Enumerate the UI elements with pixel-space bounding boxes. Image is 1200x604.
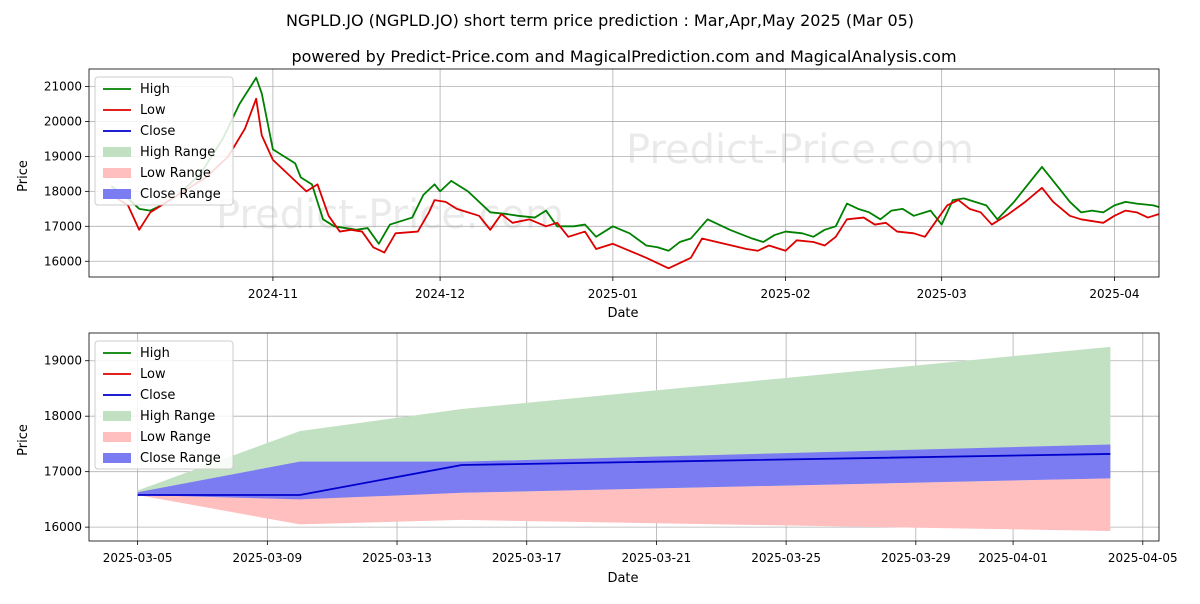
top-y-tick-label: 21000 — [44, 79, 82, 93]
top-axes-frame — [88, 68, 1160, 278]
top-x-tick-label: 2025-02 — [761, 287, 811, 301]
bottom-y-axis-label: Price — [16, 424, 31, 456]
bottom-axes-frame — [88, 332, 1160, 542]
top-watermark: Predict-Price.com — [216, 192, 564, 238]
legend-high-range-swatch — [103, 147, 131, 157]
top-y-tick-label: 19000 — [44, 149, 82, 163]
legend-close-label: Close — [140, 388, 175, 403]
bottom-x-tick-label: 2025-03-09 — [232, 551, 302, 565]
bottom-y-tick-label: 19000 — [44, 354, 82, 368]
legend-close-range-swatch — [103, 453, 131, 463]
bottom-y-tick-label: 16000 — [44, 520, 82, 534]
top-x-tick-label: 2024-12 — [415, 287, 465, 301]
upper-panel: Predict-Price.com Predict-Price.com 16000 1… — [44, 68, 1160, 301]
bottom-y-tick-label: 17000 — [44, 465, 82, 479]
bottom-x-tick-label: 2025-03-13 — [362, 551, 432, 565]
bottom-y-tick-label: 18000 — [44, 409, 82, 423]
legend-low-range-label: Low Range — [140, 166, 211, 181]
bottom-x-tick-label: 2025-03-05 — [103, 551, 173, 565]
legend-high-range-swatch — [103, 411, 131, 421]
bottom-x-tick-label: 2025-03-21 — [622, 551, 692, 565]
legend-high-label: High — [140, 346, 170, 361]
legend-low-range-label: Low Range — [140, 430, 211, 445]
bottom-x-tick-label: 2025-03-29 — [881, 551, 951, 565]
legend-low-label: Low — [140, 367, 166, 382]
legend-high-label: High — [140, 82, 170, 97]
top-y-tick-label: 18000 — [44, 184, 82, 198]
legend-close-range-swatch — [103, 189, 131, 199]
lower-panel: Predict-Price.comPredict-Price.com160001… — [44, 332, 1178, 565]
top-x-tick-label: 2025-04 — [1089, 287, 1139, 301]
legend-low-range-swatch — [103, 168, 131, 178]
top-y-tick-label: 20000 — [44, 114, 82, 128]
top-x-tick-label: 2025-01 — [588, 287, 638, 301]
legend-close-range-label: Close Range — [140, 187, 221, 202]
top-x-axis-label: Date — [607, 306, 638, 321]
low-range-band — [137, 478, 1111, 532]
top-watermark: Predict-Price.com — [626, 127, 974, 173]
legend-high-range-label: High Range — [140, 409, 215, 424]
bottom-plot-area — [137, 346, 1111, 532]
bottom-x-tick-label: 2025-04-05 — [1108, 551, 1178, 565]
low-line — [110, 97, 1159, 270]
bottom-x-tick-label: 2025-04-01 — [978, 551, 1048, 565]
top-legend: High Low Close High Range Low Range Close Ran… — [94, 76, 234, 206]
legend-close-range-label: Close Range — [140, 451, 221, 466]
bottom-x-tick-label: 2025-03-17 — [492, 551, 562, 565]
legend-close-label: Close — [140, 124, 175, 139]
high-line — [110, 76, 1159, 252]
chart-title: NGPLD.JO (NGPLD.JO) short term price pre… — [286, 11, 914, 30]
legend-low-range-swatch — [103, 432, 131, 442]
legend-low-label: Low — [140, 103, 166, 118]
legend-high-range-label: High Range — [140, 145, 215, 160]
bottom-x-tick-label: 2025-03-25 — [751, 551, 821, 565]
top-y-axis-label: Price — [16, 160, 31, 192]
top-plot-area — [110, 76, 1159, 270]
close-line — [137, 453, 1111, 496]
chart-subtitle: powered by Predict-Price.com and Magical… — [291, 47, 956, 66]
top-x-tick-label: 2025-03 — [917, 287, 967, 301]
top-y-tick-label: 16000 — [44, 254, 82, 268]
bottom-legend: High Low Close High Range Low Range Close Ran… — [94, 340, 234, 470]
bottom-x-axis-label: Date — [607, 571, 638, 586]
top-y-tick-label: 17000 — [44, 219, 82, 233]
top-x-tick-label: 2024-11 — [248, 287, 298, 301]
